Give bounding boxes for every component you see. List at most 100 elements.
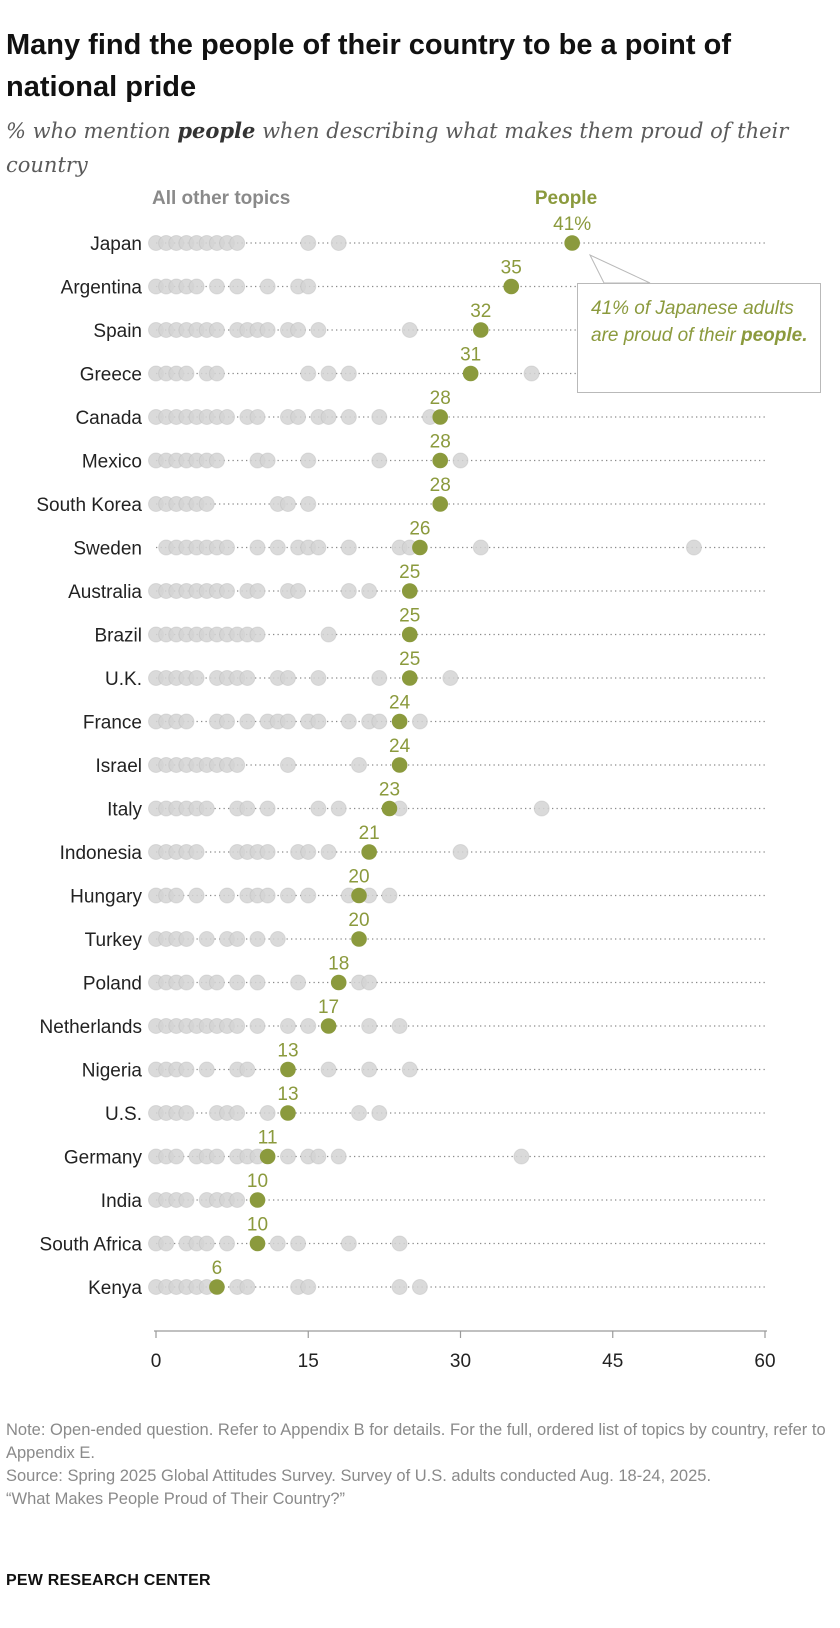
people-value-label: 32 <box>470 301 491 322</box>
row-brazil: Brazil 25 <box>94 606 765 647</box>
country-label: Turkey <box>85 930 143 951</box>
other-topic-dot <box>188 278 205 295</box>
other-topic-dot <box>533 800 550 817</box>
other-topic-dot <box>239 800 256 817</box>
other-topic-dot <box>188 844 205 860</box>
people-dot <box>351 887 367 904</box>
other-topic-dot <box>219 887 236 904</box>
country-label: Spain <box>93 321 142 342</box>
people-value-label: 25 <box>399 606 420 627</box>
other-topic-dot <box>208 974 225 991</box>
other-topic-dot <box>340 1235 357 1252</box>
other-topic-dot <box>208 365 225 382</box>
other-topic-dot <box>279 1018 296 1034</box>
row-germany: Germany 11 <box>64 1128 765 1169</box>
row-france: France 24 <box>83 693 765 734</box>
people-value-label: 13 <box>277 1041 298 1062</box>
other-topic-dot <box>279 887 296 904</box>
row-spain: Spain 32 <box>93 301 765 342</box>
row-turkey: Turkey 20 <box>85 910 765 951</box>
other-topic-dot <box>472 539 489 556</box>
country-label: Australia <box>68 582 142 603</box>
country-label: France <box>83 713 142 734</box>
row-hungary: Hungary 20 <box>70 867 765 908</box>
other-topic-dot <box>239 713 256 730</box>
other-topic-dot <box>391 1235 408 1252</box>
other-topic-dot <box>249 583 266 599</box>
subtitle-emphasis: people <box>177 118 256 143</box>
people-dot <box>564 235 580 251</box>
other-topic-dot <box>351 1105 367 1121</box>
people-value-label: 18 <box>328 954 349 975</box>
other-topic-dot <box>320 1061 337 1078</box>
other-topic-dot <box>219 1235 236 1252</box>
people-value-label: 13 <box>277 1084 298 1105</box>
other-topic-dot <box>259 322 276 338</box>
other-topic-dot <box>523 365 540 382</box>
x-tick-label: 15 <box>298 1351 319 1372</box>
people-value-label: 28 <box>430 388 451 409</box>
other-topic-dot <box>320 626 337 643</box>
other-topic-dot <box>320 365 337 382</box>
other-topic-dot <box>208 452 225 469</box>
subtitle-text-end: when describing what makes them proud of… <box>6 119 789 177</box>
callout-emphasis: people. <box>740 325 808 346</box>
other-topic-dot <box>340 539 357 556</box>
other-topic-dot <box>371 670 388 686</box>
country-label: South Korea <box>36 495 142 516</box>
country-label: Hungary <box>70 887 142 908</box>
country-label: Indonesia <box>60 843 143 864</box>
other-topic-dot <box>168 887 185 904</box>
other-topic-dot <box>259 844 276 860</box>
people-value-label: 28 <box>430 432 451 453</box>
chart-subtitle: % who mention people when describing wha… <box>6 114 806 182</box>
other-topic-dot <box>300 278 317 295</box>
other-topic-dot <box>249 626 266 643</box>
row-india: India 10 <box>101 1171 765 1212</box>
other-topic-dot <box>259 887 276 904</box>
people-value-label: 24 <box>389 693 411 714</box>
other-topic-dot <box>290 409 307 425</box>
callout-pointer <box>588 253 651 284</box>
other-topic-dot <box>198 1061 215 1078</box>
people-dot <box>351 931 367 947</box>
other-topic-dot <box>239 1061 256 1078</box>
country-label: Germany <box>64 1148 143 1169</box>
row-netherlands: Netherlands 17 <box>40 997 765 1038</box>
people-dot <box>432 496 449 512</box>
other-topic-dot <box>411 713 428 730</box>
other-topic-dot <box>239 670 256 686</box>
people-dot <box>249 1235 266 1252</box>
other-topic-dot <box>300 1018 317 1034</box>
other-topic-dot <box>310 713 327 730</box>
people-dot <box>361 844 377 860</box>
callout-pointer-shape <box>588 253 651 284</box>
legend-people: People <box>535 188 597 209</box>
dot-plot: Japan 41% Argentina 35 Spain 32 Greece 31 Canada… <box>36 188 775 1372</box>
other-topic-dot <box>198 800 215 817</box>
people-value-label: 25 <box>399 649 420 670</box>
other-topic-dot <box>340 365 357 382</box>
row-south-korea: South Korea 28 <box>36 475 765 516</box>
people-dot <box>391 757 408 773</box>
other-topic-dot <box>310 1148 327 1165</box>
people-dot <box>432 409 449 425</box>
other-topic-dot <box>371 409 388 425</box>
people-value-label: 26 <box>409 519 430 540</box>
other-topic-dot <box>290 583 307 599</box>
other-topic-dot <box>452 844 469 860</box>
other-topic-dot <box>320 409 337 425</box>
country-label: India <box>101 1191 143 1212</box>
source-text: Source: Spring 2025 Global Attitudes Sur… <box>6 1467 712 1485</box>
other-topic-dot <box>269 539 286 556</box>
people-dot <box>462 365 479 382</box>
other-topic-dot <box>249 974 266 991</box>
row-canada: Canada 28 <box>75 388 765 429</box>
other-topic-dot <box>513 1148 530 1165</box>
people-dot <box>432 452 449 469</box>
x-tick-label: 0 <box>151 1351 162 1372</box>
people-dot <box>381 800 398 817</box>
other-topic-dot <box>279 757 296 773</box>
chart-notes: Note: Open-ended question. Refer to Appe… <box>6 1419 826 1511</box>
people-value-label: 6 <box>212 1258 223 1279</box>
